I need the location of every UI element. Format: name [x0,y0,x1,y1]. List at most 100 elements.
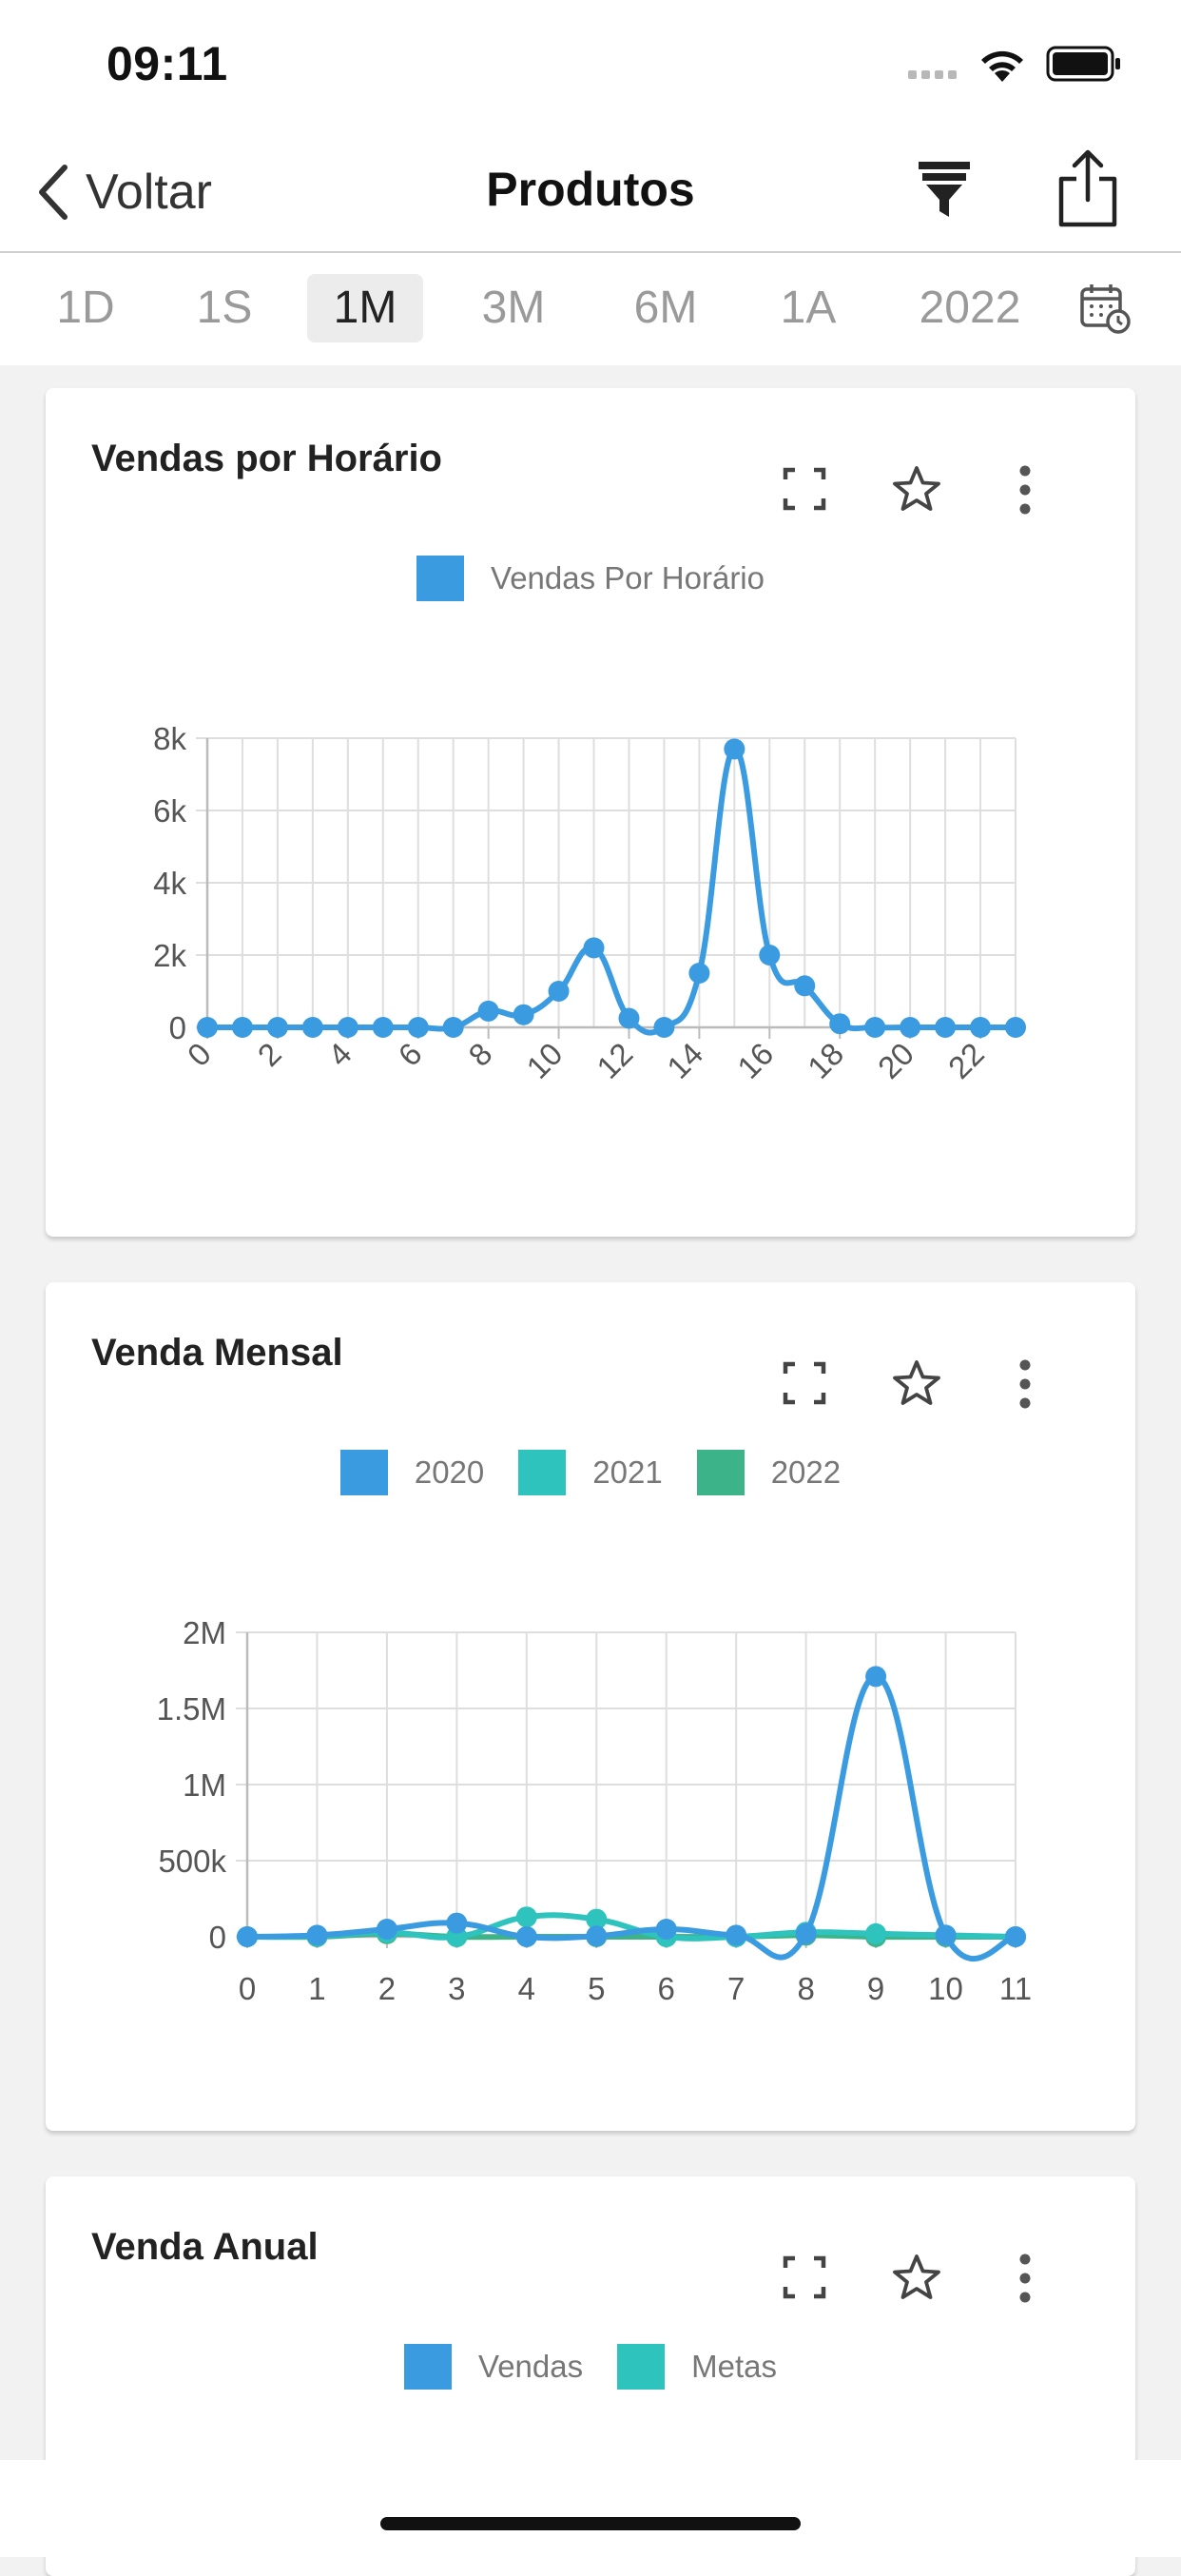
legend-swatch [518,1450,567,1495]
data-point [726,1924,747,1946]
legend-item-vendas[interactable]: Vendas [404,2344,583,2390]
star-icon[interactable] [890,464,943,516]
legend-swatch [339,1450,388,1495]
legend-label: Vendas Por Horário [491,560,765,595]
legend-item-2022[interactable]: 2022 [696,1450,841,1495]
x-tick-label: 6 [392,1036,429,1073]
legend-item[interactable]: Vendas Por Horário [416,556,765,601]
data-point [935,1924,957,1946]
data-point [477,1000,499,1022]
data-point [407,1017,429,1038]
period-tab-1a[interactable]: 1A [780,283,837,333]
x-tick-label: 6 [658,1971,675,2006]
share-icon[interactable] [1054,148,1122,230]
period-tab-2022[interactable]: 2022 [919,283,1021,333]
legend-item-2020[interactable]: 2020 [339,1450,484,1495]
period-selector: 1D 1S 1M 3M 6M 1A 2022 [0,253,1181,365]
star-icon[interactable] [890,2253,943,2304]
data-point [865,1922,887,1944]
status-time: 09:11 [106,37,228,90]
legend-label: 2021 [592,1454,663,1490]
data-point [231,1017,253,1038]
x-tick-label: 2 [251,1036,288,1073]
data-point [618,1007,640,1029]
x-tick-label: 10 [519,1036,569,1085]
expand-icon[interactable] [782,2254,827,2300]
back-label: Voltar [86,165,212,220]
data-point [829,1013,851,1035]
card-title: Venda Anual [91,2226,319,2268]
y-tick-label: 1M [183,1767,226,1803]
data-point [337,1017,358,1038]
chevron-left-icon [39,165,68,220]
filter-icon[interactable] [913,156,976,223]
x-tick-label: 16 [730,1036,780,1085]
period-tab-3m[interactable]: 3M [481,283,546,333]
period-tab-1s[interactable]: 1S [196,283,253,333]
x-tick-label: 11 [999,1971,1032,2006]
home-indicator[interactable] [380,2517,801,2530]
data-point [865,1666,887,1688]
chart-legend: Vendas Metas [46,2344,1135,2390]
x-tick-label: 7 [727,1971,745,2006]
data-point [583,937,605,959]
period-tab-1d[interactable]: 1D [56,283,115,333]
data-point [759,945,781,966]
data-point [301,1017,323,1038]
battery-icon [1046,46,1120,82]
calendar-icon[interactable] [1078,282,1132,335]
more-options-icon[interactable] [1017,2253,1033,2304]
expand-icon[interactable] [782,1360,827,1406]
x-tick-label: 4 [518,1971,535,2006]
x-tick-label: 12 [590,1036,639,1085]
series-line-2020 [246,1673,1016,1962]
period-tab-1m[interactable]: 1M [307,274,423,342]
y-tick-label: 1.5M [157,1691,226,1727]
y-tick-label: 500k [158,1844,226,1879]
back-button[interactable]: Voltar [34,154,212,230]
chart-legend: 2020 2021 2022 [46,1450,1135,1495]
legend-item-metas[interactable]: Metas [617,2344,777,2390]
wifi-icon [981,50,1023,82]
data-point [586,1925,608,1947]
data-point [795,1922,817,1944]
data-point [513,1004,534,1025]
star-icon[interactable] [890,1358,943,1410]
legend-item-2021[interactable]: 2021 [518,1450,663,1495]
more-options-icon[interactable] [1017,1358,1033,1410]
data-point [446,1912,468,1934]
x-tick-label: 0 [181,1036,218,1073]
series-line-vendas-por-horário [207,746,1016,1036]
x-tick-label: 5 [588,1971,605,2006]
expand-icon[interactable] [782,466,827,512]
legend-swatch [617,2344,666,2390]
y-tick-label: 0 [209,1920,226,1955]
x-tick-label: 0 [239,1971,256,2006]
data-point [970,1017,992,1038]
navigation-bar: Voltar Produtos [0,133,1181,253]
data-point [935,1017,957,1038]
cellular-signal-icon [908,67,961,84]
data-point [197,1017,218,1038]
data-point [1005,1017,1026,1038]
period-tab-6m[interactable]: 6M [633,283,698,333]
data-point [1005,1926,1026,1947]
chart-card-monthly-sales: Venda Mensal 2020 2021 2022 0 500k 1M 1.5M 2… [46,1282,1135,2131]
x-tick-label: 8 [461,1036,498,1073]
x-tick-label: 1 [308,1971,325,2006]
x-tick-label: 14 [660,1036,709,1085]
legend-swatch [416,556,464,601]
more-options-icon[interactable] [1017,464,1033,516]
data-point [794,975,816,997]
data-point [372,1017,394,1038]
x-tick-label: 9 [867,1971,884,2006]
data-point [586,1908,608,1930]
y-tick-label: 6k [153,793,186,829]
data-point [515,1926,537,1947]
data-point [515,1906,537,1928]
data-point [548,981,570,1002]
chart-legend: Vendas Por Horário [46,556,1135,601]
data-point [653,1017,675,1038]
